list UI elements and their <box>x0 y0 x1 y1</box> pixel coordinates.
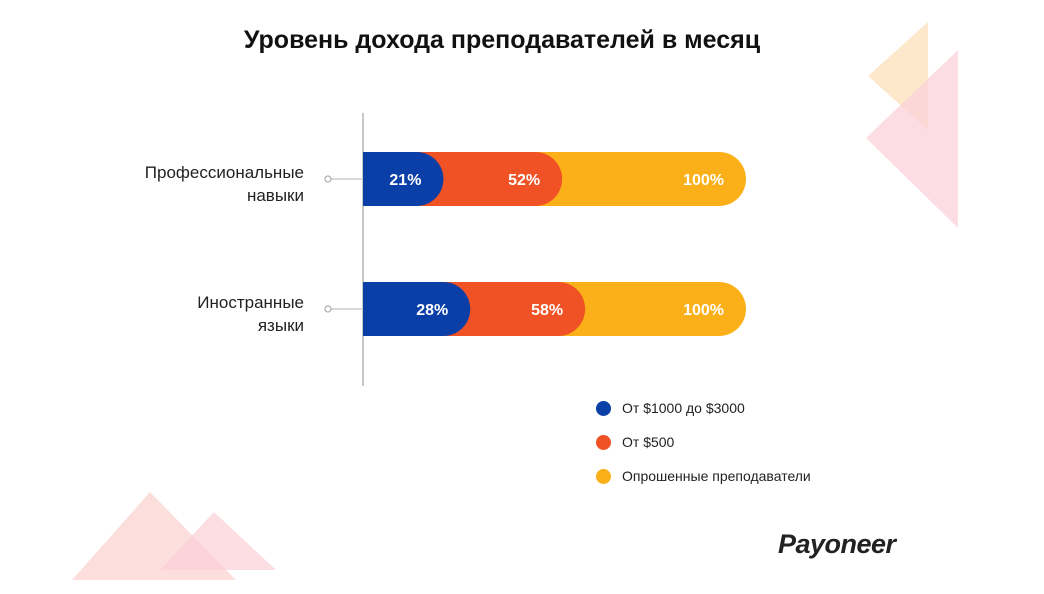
legend-label: Опрошенные преподаватели <box>622 468 811 484</box>
legend-label: От $500 <box>622 434 675 450</box>
legend-item: От $500 <box>596 425 811 459</box>
chart-title: Уровень дохода преподавателей в месяц <box>243 26 761 54</box>
category-label: Профессиональные навыки <box>145 163 304 205</box>
legend-item: Опрошенные преподаватели <box>596 459 811 493</box>
bar-segment <box>363 152 444 206</box>
legend-item: От $1000 до $3000 <box>596 391 811 425</box>
data-label: 100% <box>683 172 724 189</box>
category-label: Иностранные языки <box>197 293 304 335</box>
logo-text: Payoneer <box>778 529 896 559</box>
data-label: 52% <box>508 172 540 189</box>
legend-swatch <box>596 468 611 484</box>
data-label: 58% <box>531 302 563 319</box>
data-label: 28% <box>416 302 448 319</box>
category-connector-dot <box>324 175 332 183</box>
data-label: 100% <box>683 302 724 319</box>
category-connector-dot <box>324 305 332 313</box>
category-label-line: Иностранные <box>197 293 304 312</box>
category-label-line: навыки <box>247 186 304 205</box>
category-label-line: языки <box>258 316 304 335</box>
data-label: 21% <box>389 172 421 189</box>
category-label-line: Профессиональные <box>145 163 304 182</box>
bar-segment <box>363 282 471 336</box>
legend: От $1000 до $3000 От $500 Опрошенные препо… <box>596 391 811 493</box>
legend-swatch <box>596 400 611 416</box>
payoneer-logo: Payoneer <box>778 529 896 560</box>
legend-swatch <box>596 434 611 450</box>
legend-label: От $1000 до $3000 <box>622 400 745 416</box>
